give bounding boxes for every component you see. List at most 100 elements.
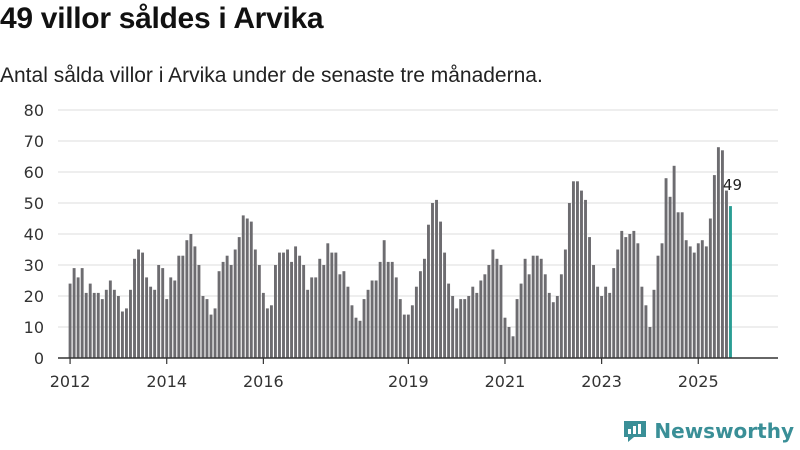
- bar: [692, 252, 696, 358]
- bar: [129, 289, 132, 358]
- bar: [257, 265, 261, 358]
- bar: [306, 289, 310, 358]
- bar: [157, 265, 161, 358]
- bar: [386, 261, 390, 358]
- bar: [435, 199, 438, 358]
- bar: [402, 314, 406, 358]
- bar: [161, 268, 165, 358]
- bar: [551, 302, 555, 358]
- bar: [431, 203, 434, 358]
- bar: [125, 308, 128, 358]
- bar: [80, 268, 84, 358]
- bar: [491, 249, 495, 358]
- bar: [370, 280, 374, 358]
- bar: [137, 249, 140, 358]
- bar: [112, 289, 116, 358]
- bar: [318, 258, 322, 358]
- x-tick-label: 2019: [388, 372, 429, 391]
- y-tick-label: 70: [24, 132, 44, 151]
- bar: [652, 289, 656, 358]
- y-tick-label: 60: [24, 163, 44, 182]
- bar: [632, 230, 636, 358]
- bar: [350, 305, 354, 358]
- bar: [253, 249, 257, 358]
- bar: [88, 283, 92, 358]
- bar: [422, 258, 426, 358]
- bar: [443, 252, 447, 358]
- bar: [680, 212, 684, 358]
- bar: [455, 308, 459, 358]
- bar: [628, 234, 632, 358]
- bar: [716, 147, 720, 358]
- y-tick-label: 80: [24, 101, 44, 120]
- bar: [604, 286, 608, 358]
- page-title: 49 villor såldes i Arvika: [0, 2, 324, 35]
- y-tick-label: 40: [24, 225, 44, 244]
- bar: [241, 215, 245, 358]
- bar: [205, 299, 209, 358]
- bar: [483, 274, 487, 358]
- bar: [346, 286, 350, 358]
- bar: [487, 265, 491, 358]
- bar: [269, 305, 273, 358]
- y-tick-label: 0: [34, 349, 44, 368]
- bar: [616, 249, 620, 358]
- bar: [672, 165, 676, 358]
- bar: [249, 221, 253, 358]
- bar: [459, 299, 463, 358]
- bar: [84, 292, 88, 358]
- bar: [225, 255, 229, 358]
- bar: [511, 336, 515, 358]
- bar: [330, 252, 334, 358]
- x-tick-label: 2025: [678, 372, 719, 391]
- bar: [290, 261, 294, 358]
- bar: [684, 240, 688, 358]
- bar: [342, 271, 346, 358]
- bar: [515, 299, 519, 358]
- bar: [519, 283, 523, 358]
- bar: [467, 296, 471, 358]
- bar: [664, 178, 668, 358]
- bar: [648, 327, 652, 358]
- chart-subtitle: Antal sålda villor i Arvika under de sen…: [0, 64, 543, 87]
- bar: [338, 274, 342, 358]
- bar: [217, 271, 221, 358]
- bar: [378, 261, 382, 358]
- bar: [116, 296, 120, 358]
- bar: [149, 286, 153, 358]
- bar: [153, 289, 157, 358]
- bar: [120, 311, 124, 358]
- bar: [592, 265, 596, 358]
- bar: [584, 199, 587, 358]
- bar: [463, 299, 467, 358]
- bar: [708, 218, 712, 358]
- bar: [527, 274, 531, 358]
- brand-name: Newsworthy: [654, 419, 794, 443]
- bar: [76, 277, 80, 358]
- bar: [576, 181, 579, 358]
- bar: [414, 286, 418, 358]
- bar: [640, 286, 644, 358]
- bar: [668, 196, 672, 358]
- bar: [233, 249, 237, 358]
- y-tick-label: 30: [24, 256, 44, 275]
- bar: [543, 274, 547, 358]
- bar: [173, 280, 177, 358]
- bar: [265, 308, 269, 358]
- x-tick-label: 2014: [146, 372, 187, 391]
- bar: [274, 265, 277, 358]
- bar: [608, 292, 612, 358]
- bar: [229, 265, 233, 358]
- bar: [588, 237, 591, 358]
- bar: [398, 299, 402, 358]
- bar: [547, 292, 551, 358]
- bar: [201, 296, 205, 358]
- newsworthy-brand: Newsworthy: [622, 418, 794, 444]
- bar: [197, 265, 201, 358]
- bar: [451, 296, 455, 358]
- bar: [92, 292, 96, 358]
- bar: [479, 280, 483, 358]
- bar: [282, 252, 285, 358]
- bar: [374, 280, 378, 358]
- bar: [523, 258, 527, 358]
